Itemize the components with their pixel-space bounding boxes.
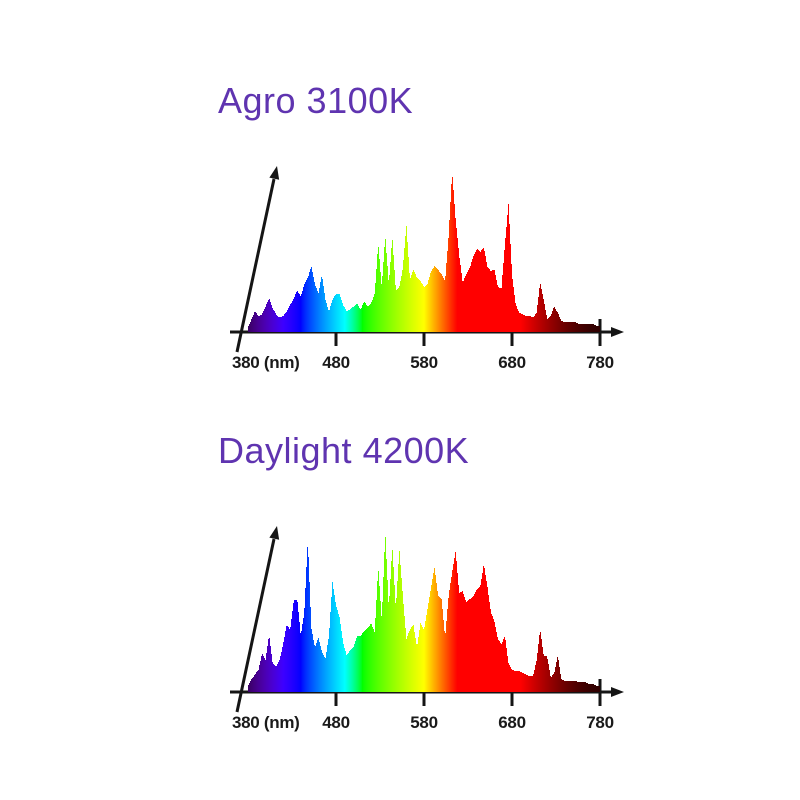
daylight-spectrum-bars xyxy=(248,532,600,692)
x-tick-label-380nm: 380 (nm) xyxy=(232,353,300,372)
daylight-x-axis-labels: 380 (nm) 480 580 680 780 xyxy=(228,713,628,739)
daylight-spectrum-chart: 380 (nm) 480 580 680 780 xyxy=(228,510,628,745)
y-axis-line xyxy=(235,538,276,713)
x-tick-label-680: 680 xyxy=(498,353,526,372)
x-axis-arrowhead-icon xyxy=(611,687,624,697)
x-tick-label-780: 780 xyxy=(586,713,614,732)
agro-spectrum-chart: 380 (nm) 480 580 680 780 xyxy=(228,150,628,385)
daylight-chart-title: Daylight 4200K xyxy=(218,430,470,471)
x-tick-label-580: 580 xyxy=(410,353,438,372)
y-axis-line xyxy=(235,178,276,353)
x-tick-label-580: 580 xyxy=(410,713,438,732)
y-axis-arrowhead-icon xyxy=(269,166,280,180)
x-tick-label-380nm: 380 (nm) xyxy=(232,713,300,732)
x-tick-label-480: 480 xyxy=(322,353,350,372)
x-tick-label-780: 780 xyxy=(586,353,614,372)
x-tick-label-680: 680 xyxy=(498,713,526,732)
agro-spectrum-bars xyxy=(248,172,600,332)
x-tick-label-480: 480 xyxy=(322,713,350,732)
y-axis-arrowhead-icon xyxy=(269,526,280,540)
x-axis-arrowhead-icon xyxy=(611,327,624,337)
agro-x-axis-labels: 380 (nm) 480 580 680 780 xyxy=(228,353,628,379)
agro-chart-title: Agro 3100K xyxy=(218,80,414,121)
